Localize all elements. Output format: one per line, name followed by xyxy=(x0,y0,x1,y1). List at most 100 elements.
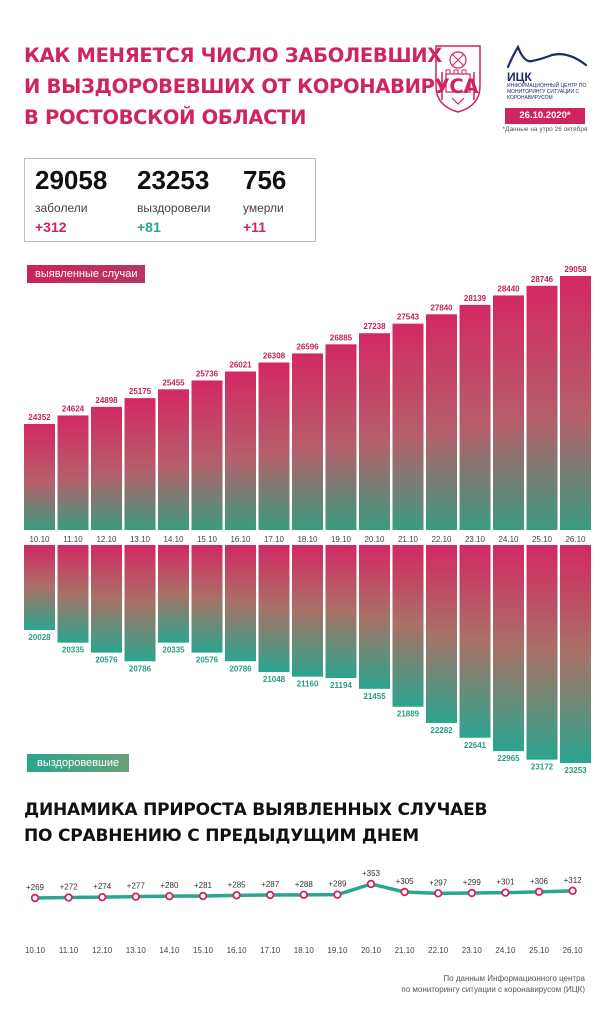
growth-value-label: +289 xyxy=(328,880,347,889)
growth-point xyxy=(165,891,174,901)
bar-detected xyxy=(325,344,357,530)
growth-point xyxy=(333,890,342,899)
page-title: КАК МЕНЯЕТСЯ ЧИСЛО ЗАБОЛЕВШИХ И ВЫЗДОРОВ… xyxy=(24,40,479,133)
label-recovered: выздоровевшие xyxy=(27,754,130,772)
growth-point xyxy=(568,886,577,896)
title-line-1: КАК МЕНЯЕТСЯ ЧИСЛО ЗАБОЛЕВШИХ xyxy=(24,44,443,67)
source-note: По данным Информационного центра по мони… xyxy=(325,973,585,995)
growth-value-label: +353 xyxy=(362,869,381,878)
bar-recovered xyxy=(191,545,223,653)
bar-recovered xyxy=(57,545,89,643)
growth-value-label: +306 xyxy=(530,877,549,886)
title-line-3: В РОСТОВСКОЙ ОБЛАСТИ xyxy=(24,106,307,129)
growth-point xyxy=(299,890,308,900)
bar-recovered-value: 20576 xyxy=(196,656,219,665)
bar-recovered xyxy=(325,545,357,679)
bar-detected-value: 24352 xyxy=(28,413,51,422)
stat-label: заболели xyxy=(35,201,88,215)
bar-date-label: 12.10 xyxy=(96,535,117,544)
growth-point xyxy=(434,889,443,898)
bar-recovered xyxy=(24,545,55,630)
bar-date-label: 15.10 xyxy=(197,535,218,544)
bar-detected-value: 25455 xyxy=(162,378,185,387)
growth-point xyxy=(232,891,241,900)
stat-value: 756 xyxy=(243,165,287,195)
growth-date-label: 13.10 xyxy=(126,946,147,955)
bar-recovered xyxy=(292,545,323,677)
bar-detected-value: 26885 xyxy=(330,333,353,342)
bar-recovered xyxy=(493,545,524,752)
growth-point xyxy=(131,892,140,901)
growth-point xyxy=(366,879,376,889)
bar-date-label: 22.10 xyxy=(431,535,452,544)
bar-detected xyxy=(191,380,223,530)
bar-detected-value: 28746 xyxy=(531,275,554,284)
growth-date-label: 10.10 xyxy=(25,946,46,955)
stats-panel: 29058 заболели +312 23253 выздоровели +8… xyxy=(24,158,316,242)
date-badge: 26.10.2020* xyxy=(505,108,585,124)
growth-date-label: 16.10 xyxy=(227,946,248,955)
bar-recovered xyxy=(258,545,290,673)
growth-date-label: 14.10 xyxy=(159,946,180,955)
growth-value-label: +299 xyxy=(463,878,482,887)
growth-value-label: +287 xyxy=(261,880,280,889)
growth-value-label: +305 xyxy=(396,877,415,886)
stat-value: 29058 xyxy=(35,165,108,195)
bar-detected xyxy=(493,295,524,530)
itsk-name: ИЦК xyxy=(507,70,532,84)
bar-recovered-value: 21048 xyxy=(263,675,286,684)
growth-value-label: +280 xyxy=(160,881,179,890)
bar-date-label: 17.10 xyxy=(264,535,285,544)
growth-value-label: +288 xyxy=(295,880,314,889)
bar-recovered-value: 20576 xyxy=(95,656,118,665)
bar-detected-value: 24624 xyxy=(62,404,85,413)
bar-recovered xyxy=(526,545,558,760)
bar-detected-value: 24898 xyxy=(95,396,118,405)
bar-recovered xyxy=(158,545,189,643)
growth-line-chart: +269 10.10 +272 11.10 +274 12.10 +277 13.10 +280… xyxy=(25,869,584,955)
bar-recovered-value: 20786 xyxy=(129,664,152,673)
subtitle-line-1: ДИНАМИКА ПРИРОСТА ВЫЯВЛЕННЫХ СЛУЧАЕВ xyxy=(24,800,488,820)
bar-recovered-value: 22641 xyxy=(464,741,487,750)
source-line-2: по мониторингу ситуации с коронавирусом … xyxy=(401,985,585,994)
growth-point xyxy=(400,887,409,897)
bar-date-label: 26.10 xyxy=(565,535,586,544)
stat-delta: +81 xyxy=(137,219,161,235)
growth-point xyxy=(198,891,208,901)
itsk-description: Информационный центр по мониторингу ситу… xyxy=(507,83,587,101)
bar-recovered xyxy=(225,545,256,662)
bar-recovered-value: 20028 xyxy=(28,633,51,642)
bar-date-label: 23.10 xyxy=(465,535,486,544)
growth-value-label: +272 xyxy=(60,883,79,892)
bar-detected-value: 27238 xyxy=(363,322,386,331)
bar-date-label: 18.10 xyxy=(297,535,318,544)
bar-detected-value: 26021 xyxy=(229,361,252,370)
growth-point xyxy=(64,893,73,902)
growth-point xyxy=(534,887,544,897)
bar-detected xyxy=(57,415,89,530)
bar-detected xyxy=(292,353,323,530)
growth-date-label: 26.10 xyxy=(563,946,584,955)
growth-point xyxy=(467,888,476,898)
bar-recovered-value: 23253 xyxy=(564,766,587,775)
bar-recovered-value: 22282 xyxy=(430,726,453,735)
bar-recovered xyxy=(392,545,424,707)
title-line-2: И ВЫЗДОРОВЕВШИХ ОТ КОРОНАВИРУСА xyxy=(24,75,479,98)
bar-detected xyxy=(560,276,591,530)
growth-value-label: +277 xyxy=(127,882,146,891)
growth-date-label: 22.10 xyxy=(428,946,449,955)
bar-detected-value: 25175 xyxy=(129,387,152,396)
growth-point xyxy=(266,890,275,900)
growth-date-label: 25.10 xyxy=(529,946,550,955)
stat-label: выздоровели xyxy=(137,201,211,215)
cases-bar-chart: 24352 10.10 24624 11.10 24898 12.10 25175 13.10… xyxy=(24,265,591,775)
bar-detected-value: 28440 xyxy=(497,284,520,293)
bar-detected xyxy=(24,424,55,530)
bar-detected-value: 27543 xyxy=(397,313,420,322)
bar-detected xyxy=(392,323,424,530)
bar-recovered-value: 20786 xyxy=(229,664,252,673)
subtitle-line-2: ПО СРАВНЕНИЮ С ПРЕДЫДУЩИМ ДНЕМ xyxy=(24,826,420,846)
bar-recovered-value: 20335 xyxy=(62,646,85,655)
growth-point xyxy=(30,893,40,903)
bar-date-label: 11.10 xyxy=(63,535,83,544)
